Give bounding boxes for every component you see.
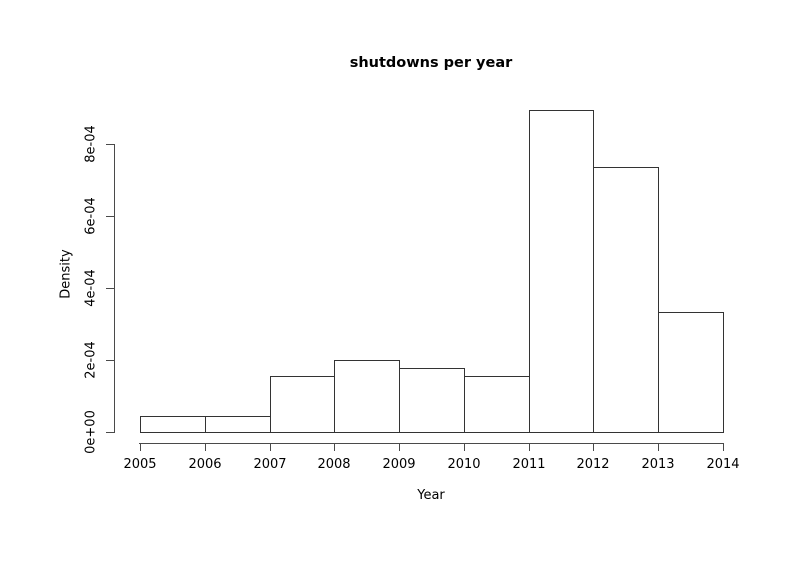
x-axis-tick-label: 2007: [253, 457, 287, 472]
y-axis-tick-label: 4e-04: [83, 269, 99, 307]
y-axis-tick: [106, 432, 114, 433]
y-axis-tick: [106, 216, 114, 217]
histogram-bar: [529, 110, 594, 433]
x-axis-tick-label: 2013: [641, 457, 675, 472]
x-axis-tick-label: 2006: [188, 457, 222, 472]
y-axis-line: [114, 144, 115, 433]
x-axis-tick-label: 2010: [447, 457, 481, 472]
y-axis-tick-label: 0e+00: [83, 410, 99, 454]
y-axis-tick-label: 2e-04: [83, 341, 99, 379]
y-axis-tick: [106, 360, 114, 361]
x-axis-tick-label: 2008: [317, 457, 351, 472]
x-axis-tick-label: 2009: [382, 457, 416, 472]
x-axis-tick-label: 2014: [706, 457, 740, 472]
x-axis-tick: [593, 443, 594, 451]
chart-title: shutdowns per year: [349, 55, 513, 71]
histogram-bar: [205, 416, 271, 433]
histogram-bar: [270, 376, 335, 433]
x-axis-tick: [334, 443, 335, 451]
x-axis-tick-label: 2012: [576, 457, 610, 472]
x-axis-line: [139, 443, 724, 444]
y-axis-tick: [106, 144, 114, 145]
y-axis-tick: [106, 288, 114, 289]
x-axis-tick: [529, 443, 530, 451]
histogram-bar: [140, 416, 206, 433]
y-axis-tick-label: 8e-04: [83, 125, 99, 163]
x-axis-tick: [270, 443, 271, 451]
histogram-bar: [399, 368, 465, 433]
x-axis-tick: [205, 443, 206, 451]
histogram-bar: [464, 376, 530, 433]
x-axis-label: Year: [417, 488, 445, 503]
x-axis-tick-label: 2005: [123, 457, 157, 472]
histogram-bar: [334, 360, 400, 433]
x-axis-tick-label: 2011: [512, 457, 546, 472]
y-axis-tick-label: 6e-04: [83, 197, 99, 235]
x-axis-tick: [723, 443, 724, 451]
x-axis-tick: [464, 443, 465, 451]
histogram-bar: [658, 312, 724, 433]
y-axis-label: Density: [58, 249, 74, 299]
x-axis-tick: [399, 443, 400, 451]
x-axis-tick: [140, 443, 141, 451]
x-axis-tick: [658, 443, 659, 451]
histogram-bar: [593, 167, 659, 433]
